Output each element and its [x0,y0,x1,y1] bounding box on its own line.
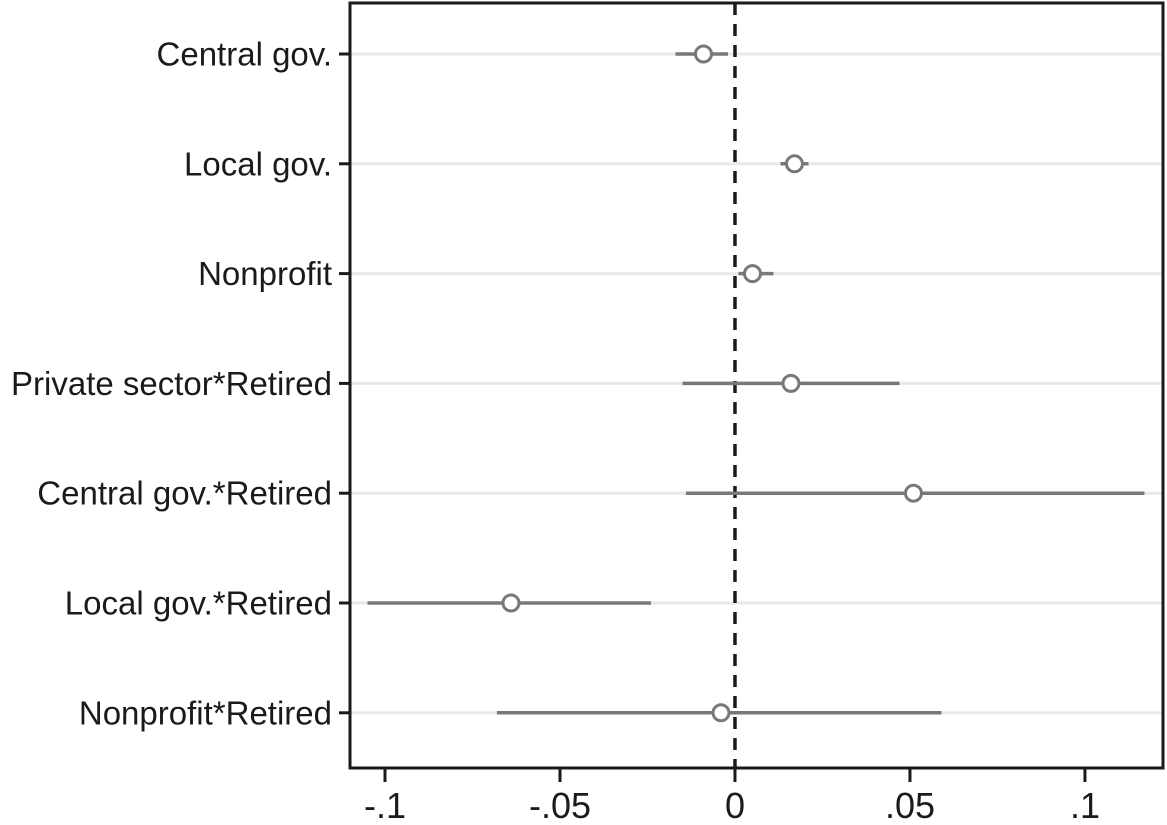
point-estimate-marker [784,154,804,174]
category-label: Nonprofit*Retired [79,694,332,731]
point-estimate-marker [903,483,923,503]
category-label: Local gov. [184,145,332,182]
category-label: Local gov.*Retired [65,585,332,622]
category-label: Central gov. [157,36,332,73]
x-tick-label: .05 [885,785,935,825]
point-estimate-marker [693,44,713,64]
category-label: Private sector*Retired [11,365,332,402]
point-estimate-marker [711,703,731,723]
category-label: Nonprofit [198,255,332,292]
point-estimate-marker [781,373,801,393]
point-estimate-marker [742,264,762,284]
x-tick-label: 0 [725,785,745,825]
category-label: Central gov.*Retired [37,475,332,512]
point-estimate-marker [501,593,521,613]
x-tick-label: -.1 [364,785,406,825]
x-tick-label: -.05 [529,785,591,825]
x-tick-label: .1 [1070,785,1100,825]
plot-border [348,1,1165,770]
